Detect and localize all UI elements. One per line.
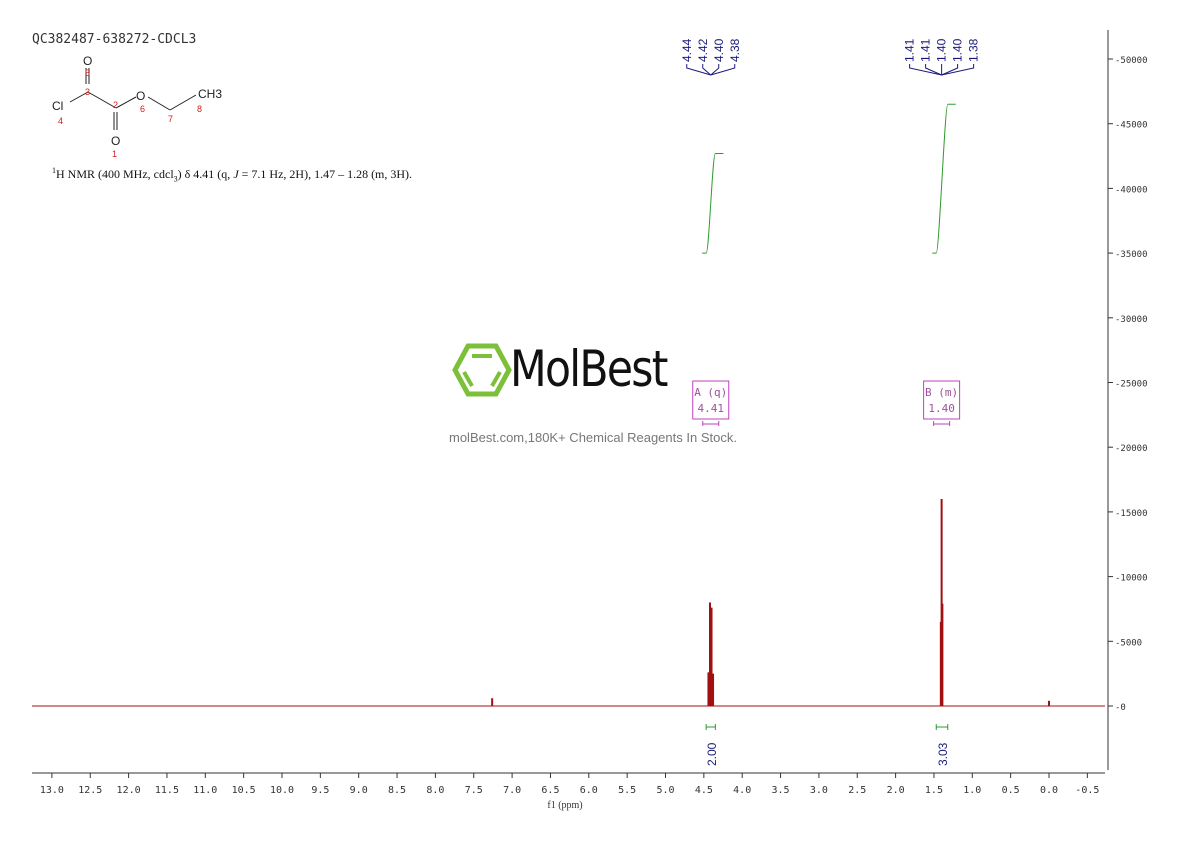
peak-shift-label: 4.42 bbox=[696, 38, 710, 62]
y-tick-label: -15000 bbox=[1115, 509, 1148, 519]
x-tick-label: 8.5 bbox=[388, 785, 406, 796]
peak-shift-label: 4.40 bbox=[712, 38, 726, 62]
y-tick-label: -25000 bbox=[1115, 380, 1148, 390]
peak-label-connector bbox=[702, 64, 712, 76]
integral-curve bbox=[702, 152, 724, 254]
x-tick-label: 4.0 bbox=[733, 785, 751, 796]
x-tick-label: 3.0 bbox=[810, 785, 828, 796]
peak-label-connector bbox=[909, 64, 942, 76]
x-tick-label: 1.0 bbox=[963, 785, 981, 796]
multiplet-range bbox=[933, 421, 951, 426]
y-tick-label: -30000 bbox=[1115, 315, 1148, 325]
y-tick-label: -5000 bbox=[1115, 638, 1142, 648]
peak-shift-label: 1.41 bbox=[903, 38, 917, 62]
watermark-tagline: molBest.com,180K+ Chemical Reagents In S… bbox=[449, 430, 737, 445]
x-tick-label: 8.0 bbox=[426, 785, 444, 796]
chemical-structure: O Cl O O CH3 1 2 3 4 5 6 7 8 bbox=[52, 54, 222, 159]
x-tick-label: 12.5 bbox=[78, 785, 102, 796]
peak-shift-label: 1.38 bbox=[967, 38, 981, 62]
y-tick-label: -10000 bbox=[1115, 574, 1148, 584]
peak-label-connector bbox=[710, 64, 720, 76]
x-tick-label: 2.0 bbox=[887, 785, 905, 796]
atom-o5: O bbox=[83, 54, 92, 68]
atom-number: 1 bbox=[112, 149, 117, 159]
y-tick-label: -35000 bbox=[1115, 250, 1148, 260]
peak-shift-label: 1.41 bbox=[919, 38, 933, 62]
peak-label-connector bbox=[686, 64, 711, 76]
multiplet-box bbox=[692, 380, 730, 420]
atom-number: 3 bbox=[85, 87, 90, 97]
integral-bracket bbox=[935, 724, 949, 730]
x-tick-label: 9.0 bbox=[350, 785, 368, 796]
atom-o6: O bbox=[136, 89, 145, 103]
y-tick-label: -45000 bbox=[1115, 121, 1148, 131]
x-tick-label: 2.5 bbox=[848, 785, 866, 796]
multiplet-shift: 4.41 bbox=[698, 402, 725, 415]
x-tick-label: 6.0 bbox=[580, 785, 598, 796]
multiplet-label: A (q) bbox=[694, 386, 727, 399]
x-tick-label: 3.5 bbox=[772, 785, 790, 796]
x-tick-label: 7.0 bbox=[503, 785, 521, 796]
multiplet-label: B (m) bbox=[925, 386, 958, 399]
peak-label-connector bbox=[710, 64, 736, 76]
peak-label-connector bbox=[941, 64, 975, 76]
x-tick-label: 10.5 bbox=[232, 785, 256, 796]
integral-value: 2.00 bbox=[705, 742, 719, 766]
x-tick-label: 11.0 bbox=[193, 785, 217, 796]
atom-number: 8 bbox=[197, 104, 202, 114]
integral-curve bbox=[932, 103, 956, 254]
x-tick-label: 0.0 bbox=[1040, 785, 1058, 796]
x-tick-label: 0.5 bbox=[1002, 785, 1020, 796]
x-tick-label: 5.5 bbox=[618, 785, 636, 796]
x-tick-label: 5.0 bbox=[656, 785, 674, 796]
atom-number: 5 bbox=[85, 68, 90, 78]
molbest-logo: MolBest bbox=[510, 340, 668, 398]
x-tick-label: 6.5 bbox=[541, 785, 559, 796]
y-tick-label: -20000 bbox=[1115, 444, 1148, 454]
multiplet-shift: 1.40 bbox=[928, 402, 955, 415]
x-tick-label: 11.5 bbox=[155, 785, 179, 796]
multiplet-range bbox=[702, 421, 720, 426]
y-tick-label: -50000 bbox=[1115, 56, 1148, 66]
integral-bracket bbox=[705, 724, 716, 730]
atom-o1: O bbox=[111, 134, 120, 148]
peak-shift-label: 4.44 bbox=[680, 38, 694, 62]
atom-number: 4 bbox=[58, 116, 63, 126]
peak-label-connector bbox=[941, 64, 959, 76]
x-tick-label: 4.5 bbox=[695, 785, 713, 796]
atom-number: 2 bbox=[113, 100, 118, 110]
molbest-logo-icon bbox=[452, 343, 512, 397]
sample-id: QC382487-638272-CDCL3 bbox=[32, 32, 197, 47]
peak-shift-label: 1.40 bbox=[951, 38, 965, 62]
nmr-description: 1H NMR (400 MHz, cdcl3) δ 4.41 (q, J = 7… bbox=[52, 166, 413, 184]
x-tick-label: 10.0 bbox=[270, 785, 294, 796]
y-tick-label: -40000 bbox=[1115, 185, 1148, 195]
x-axis-label: f1 (ppm) bbox=[547, 800, 582, 811]
x-tick-label: 7.5 bbox=[465, 785, 483, 796]
y-tick-label: -0 bbox=[1115, 703, 1126, 713]
x-tick-label: 1.5 bbox=[925, 785, 943, 796]
x-tick-label: -0.5 bbox=[1075, 785, 1099, 796]
atom-number: 7 bbox=[168, 114, 173, 124]
multiplet-box bbox=[923, 380, 961, 420]
x-tick-label: 13.0 bbox=[40, 785, 64, 796]
atom-ch3: CH3 bbox=[198, 87, 222, 101]
atom-cl: Cl bbox=[52, 99, 63, 113]
peak-shift-label: 4.38 bbox=[728, 38, 742, 62]
x-tick-label: 12.0 bbox=[117, 785, 141, 796]
x-tick-label: 9.5 bbox=[311, 785, 329, 796]
peak-label-connector bbox=[925, 64, 942, 76]
peak-shift-label: 1.40 bbox=[935, 38, 949, 62]
integral-value: 3.03 bbox=[936, 742, 950, 766]
atom-number: 6 bbox=[140, 104, 145, 114]
